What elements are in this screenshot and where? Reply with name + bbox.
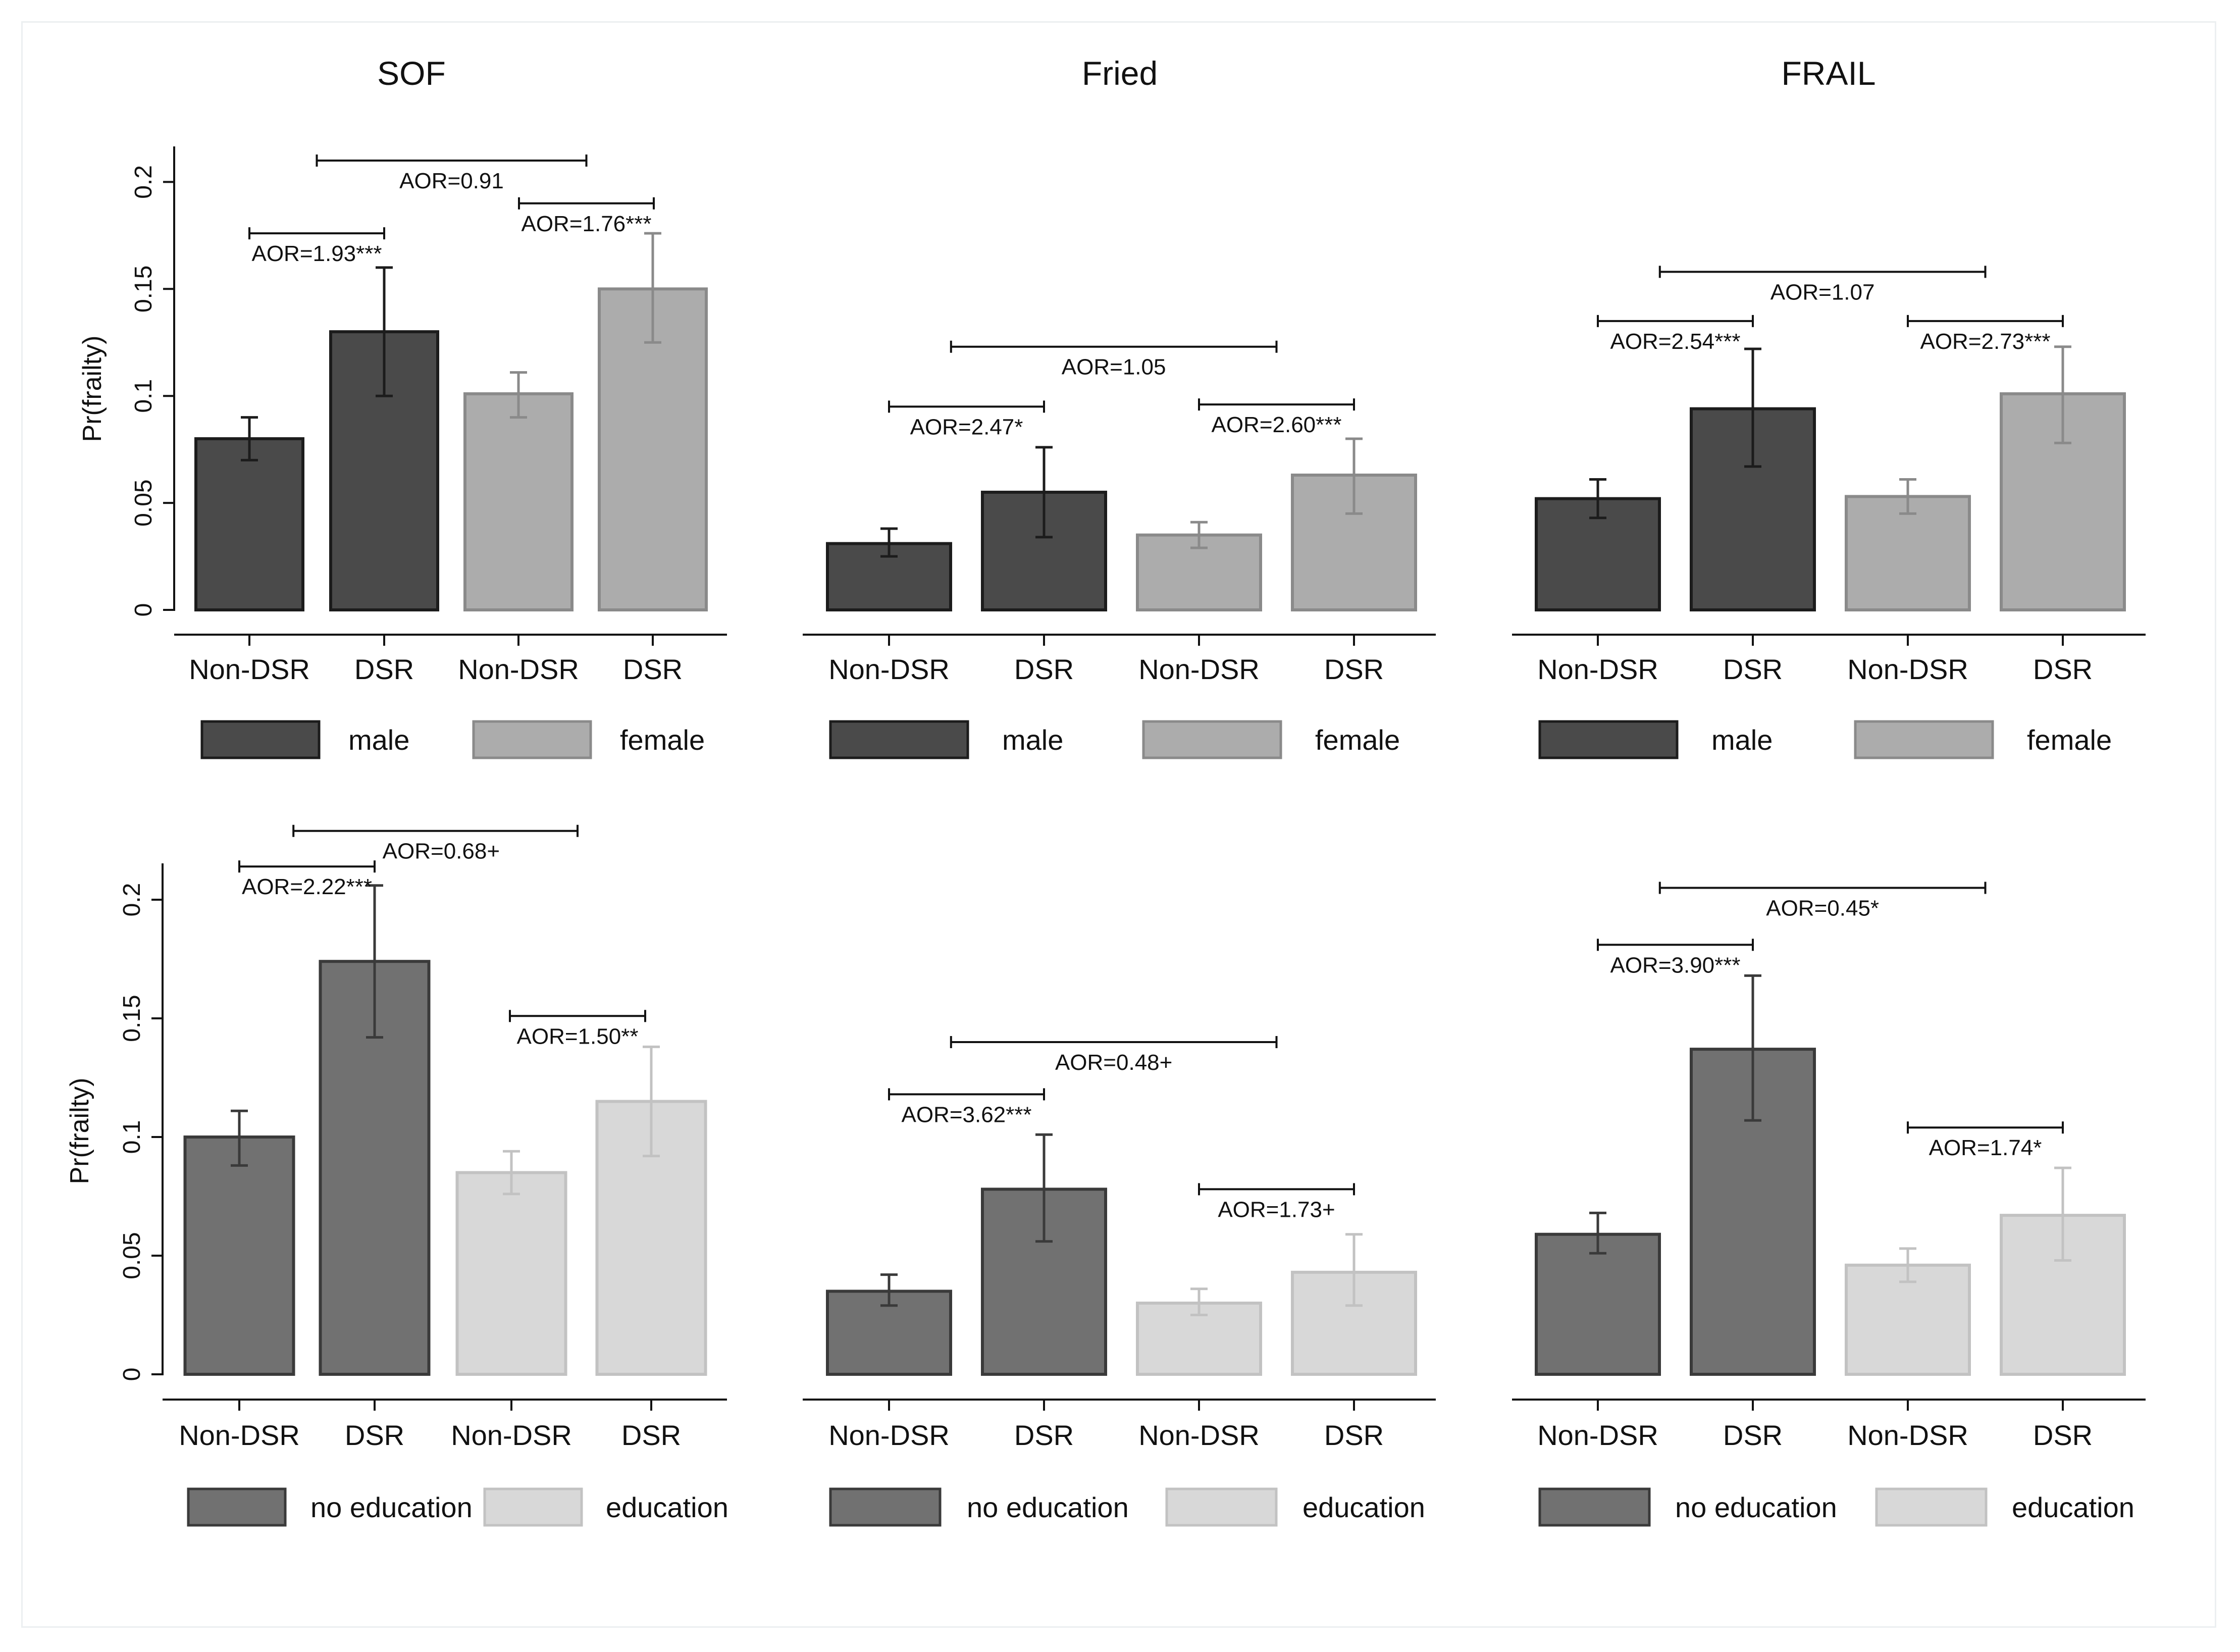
legend-swatch bbox=[1165, 1487, 1278, 1527]
x-tick-label: DSR bbox=[1723, 1419, 1783, 1451]
aor-label: AOR=1.05 bbox=[1062, 355, 1166, 380]
panel-6: Non-DSR DSR Non-DSR DSR AOR=3.90*** AOR=0.45*… bbox=[1512, 882, 2146, 1527]
x-tick-label: Non-DSR bbox=[828, 653, 950, 685]
x-tick-label: DSR bbox=[2033, 1419, 2093, 1451]
aor-label: AOR=1.73+ bbox=[1218, 1197, 1335, 1222]
legend-swatch bbox=[1875, 1487, 1988, 1527]
y-tick-label: 0.2 bbox=[130, 165, 157, 199]
legend-swatch bbox=[472, 720, 592, 759]
y-axis-title: Pr(frailty) bbox=[65, 1078, 94, 1184]
x-tick-label: DSR bbox=[1723, 653, 1783, 685]
x-tick-label: Non-DSR bbox=[1537, 1419, 1658, 1451]
legend-label: no education bbox=[1675, 1491, 1837, 1523]
legend-swatch bbox=[1854, 720, 1994, 759]
x-tick-label: Non-DSR bbox=[1138, 653, 1260, 685]
aor-label: AOR=0.48+ bbox=[1055, 1050, 1172, 1075]
aor-label: AOR=1.93*** bbox=[251, 241, 382, 266]
aor-label: AOR=2.60*** bbox=[1211, 412, 1341, 437]
legend-swatch bbox=[200, 720, 321, 759]
bar-group1 bbox=[194, 437, 304, 612]
panel-title: FRAIL bbox=[1781, 55, 1876, 92]
x-tick-label: Non-DSR bbox=[1537, 653, 1658, 685]
legend-label: education bbox=[2012, 1491, 2134, 1523]
aor-label: AOR=0.68+ bbox=[383, 839, 500, 864]
x-tick-label: Non-DSR bbox=[1847, 653, 1968, 685]
x-tick-label: DSR bbox=[1324, 653, 1384, 685]
x-tick-label: Non-DSR bbox=[828, 1419, 950, 1451]
aor-label: AOR=2.54*** bbox=[1610, 329, 1740, 354]
legend-label: education bbox=[606, 1491, 728, 1523]
x-tick-label: DSR bbox=[1324, 1419, 1384, 1451]
x-tick-label: DSR bbox=[621, 1419, 681, 1451]
bar-group2 bbox=[463, 392, 574, 611]
legend-label: male bbox=[1002, 724, 1063, 756]
aor-label: AOR=2.22*** bbox=[242, 874, 372, 899]
panel-1: SOF 0 0.05 0.1 0.15 0.2 Pr(frailty) Non-DSR DSR N… bbox=[78, 55, 727, 759]
panel-5: Non-DSR DSR Non-DSR DSR AOR=3.62*** AOR=0.48+… bbox=[803, 1036, 1436, 1527]
panel-2: Fried Non-DSR DSR Non-DSR DSR AOR=2.47* AOR=1.… bbox=[803, 55, 1436, 759]
aor-label: AOR=2.47* bbox=[910, 415, 1023, 439]
legend-label: no education bbox=[310, 1491, 473, 1523]
aor-label: AOR=3.90*** bbox=[1610, 953, 1740, 977]
legend-label: female bbox=[1315, 724, 1400, 756]
bar-group1 bbox=[1535, 1232, 1661, 1376]
y-tick-label: 0.2 bbox=[119, 883, 145, 917]
y-tick-label: 0 bbox=[130, 603, 157, 617]
x-tick-label: DSR bbox=[345, 1419, 404, 1451]
x-tick-label: Non-DSR bbox=[179, 1419, 300, 1451]
y-tick-label: 0.15 bbox=[130, 266, 157, 313]
legend-swatch bbox=[829, 720, 969, 759]
aor-label: AOR=1.50** bbox=[517, 1024, 639, 1049]
legend-swatch bbox=[1142, 720, 1282, 759]
legend-label: female bbox=[2027, 724, 2112, 756]
x-tick-label: DSR bbox=[1014, 1419, 1074, 1451]
legend-label: female bbox=[620, 724, 705, 756]
aor-label: AOR=1.74* bbox=[1929, 1135, 2042, 1160]
y-axis-title: Pr(frailty) bbox=[78, 336, 107, 442]
legend-swatch bbox=[483, 1487, 583, 1527]
legend-swatch bbox=[829, 1487, 942, 1527]
x-tick-label: DSR bbox=[2033, 653, 2093, 685]
y-tick-label: 0.05 bbox=[119, 1232, 145, 1279]
x-tick-label: Non-DSR bbox=[451, 1419, 572, 1451]
x-tick-label: Non-DSR bbox=[458, 653, 579, 685]
y-tick-label: 0.05 bbox=[130, 479, 157, 526]
aor-label: AOR=2.73*** bbox=[1920, 329, 2050, 354]
bar-group1 bbox=[183, 1135, 295, 1376]
aor-label: AOR=1.76*** bbox=[521, 212, 651, 236]
x-tick-label: Non-DSR bbox=[189, 653, 310, 685]
y-tick-label: 0.15 bbox=[119, 995, 145, 1042]
y-tick-label: 0 bbox=[119, 1368, 145, 1381]
legend-swatch bbox=[187, 1487, 287, 1527]
y-tick-label: 0.1 bbox=[119, 1120, 145, 1154]
legend-swatch bbox=[1538, 1487, 1651, 1527]
aor-label: AOR=0.45* bbox=[1766, 896, 1879, 921]
x-tick-label: DSR bbox=[1014, 653, 1074, 685]
x-tick-label: DSR bbox=[623, 653, 683, 685]
y-tick-label: 0.1 bbox=[130, 379, 157, 413]
panel-title: Fried bbox=[1082, 55, 1158, 92]
aor-label: AOR=3.62*** bbox=[901, 1102, 1031, 1127]
legend-label: male bbox=[1711, 724, 1773, 756]
x-tick-label: Non-DSR bbox=[1138, 1419, 1260, 1451]
panel-title: SOF bbox=[377, 55, 446, 92]
panel-3: FRAIL Non-DSR DSR Non-DSR DSR AOR=2.54*** AOR=… bbox=[1512, 55, 2146, 759]
bar-group2 bbox=[455, 1171, 567, 1376]
legend-swatch bbox=[1538, 720, 1679, 759]
panel-4: 0 0.05 0.1 0.15 0.2 Pr(frailty) Non-DSR DSR Non-… bbox=[65, 824, 728, 1527]
legend-label: no education bbox=[967, 1491, 1129, 1523]
aor-label: AOR=0.91 bbox=[399, 169, 504, 193]
x-tick-label: DSR bbox=[354, 653, 414, 685]
bar-group2 bbox=[1845, 1263, 1971, 1376]
x-tick-label: Non-DSR bbox=[1847, 1419, 1968, 1451]
aor-label: AOR=1.07 bbox=[1770, 280, 1875, 304]
legend-label: education bbox=[1303, 1491, 1425, 1523]
legend-label: male bbox=[348, 724, 409, 756]
